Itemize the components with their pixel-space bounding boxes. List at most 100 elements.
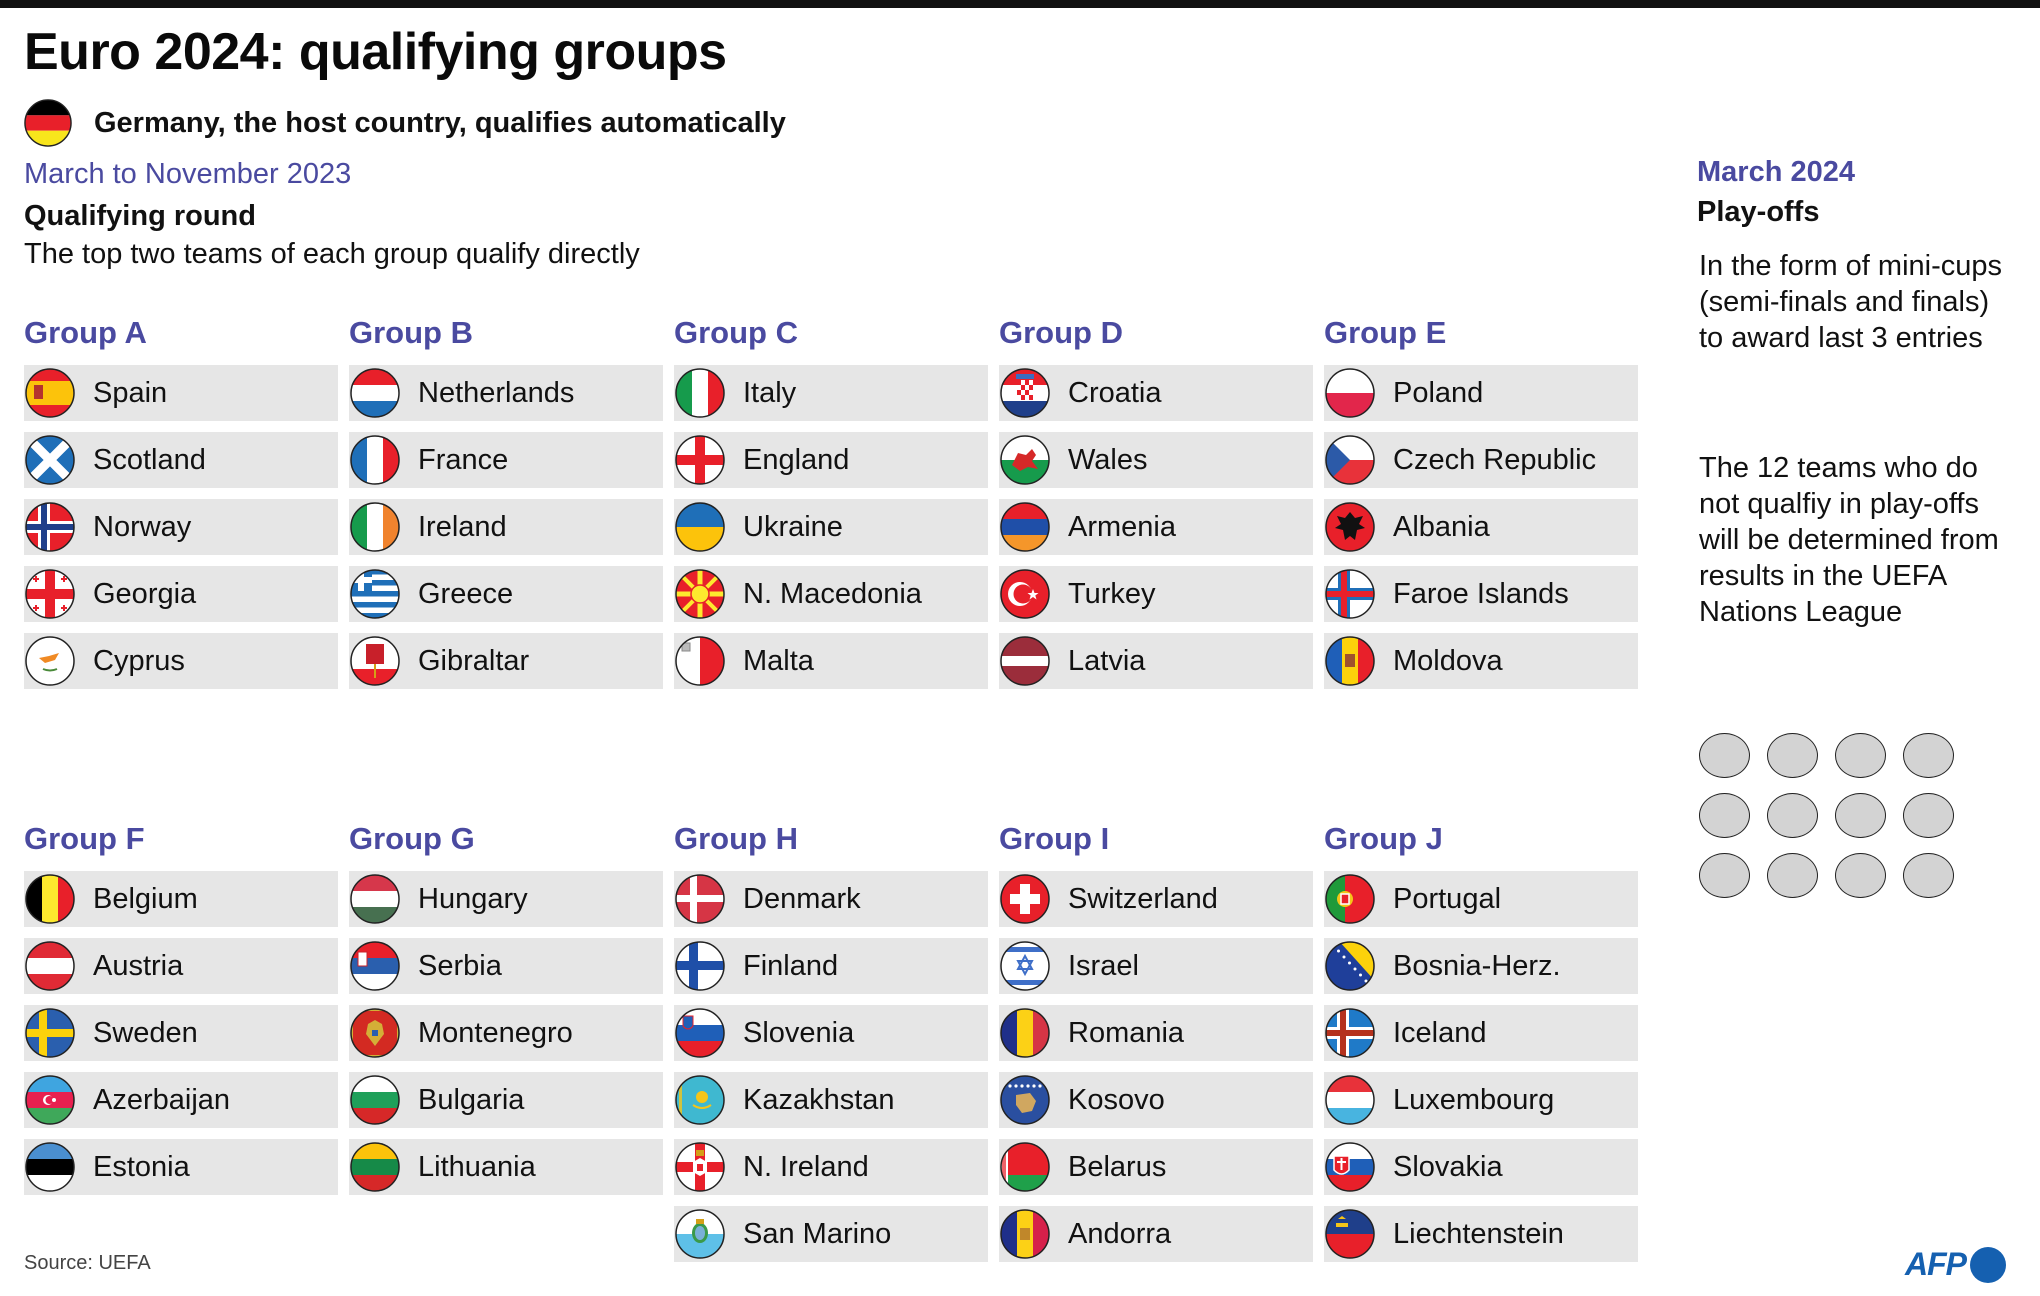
team-name: Poland — [1393, 376, 1484, 409]
team-row: Romania — [999, 1005, 1313, 1061]
team-row: Norway — [24, 499, 338, 555]
team-name: Kazakhstan — [743, 1083, 895, 1116]
group-a: Group A Spain Scotland Norway Georgia Cyprus — [24, 315, 338, 700]
croatia-flag-icon — [1000, 368, 1050, 418]
team-row: Hungary — [349, 871, 663, 927]
team-row: Kosovo — [999, 1072, 1313, 1128]
team-name: Croatia — [1068, 376, 1162, 409]
empty-slot-icon — [1903, 733, 1954, 778]
team-row: Bosnia-Herz. — [1324, 938, 1638, 994]
team-name: Bulgaria — [418, 1083, 525, 1116]
group-e: Group E Poland Czech Republic Albania Faroe … — [1324, 315, 1638, 700]
team-row: Liechtenstein — [1324, 1206, 1638, 1262]
playoffs-heading: Play-offs — [1697, 196, 1820, 228]
team-name: San Marino — [743, 1217, 892, 1250]
empty-slot-icon — [1835, 793, 1886, 838]
team-name: Liechtenstein — [1393, 1217, 1564, 1250]
qualifying-description: The top two teams of each group qualify … — [24, 238, 640, 270]
team-row: Iceland — [1324, 1005, 1638, 1061]
team-name: N. Macedonia — [743, 577, 922, 610]
team-name: Azerbaijan — [93, 1083, 231, 1116]
team-name: Sweden — [93, 1016, 198, 1049]
team-row: Czech Republic — [1324, 432, 1638, 488]
moldova-flag-icon — [1325, 636, 1375, 686]
team-name: Montenegro — [418, 1016, 573, 1049]
empty-slot-icon — [1699, 733, 1750, 778]
team-name: Switzerland — [1068, 882, 1218, 915]
team-name: Czech Republic — [1393, 443, 1597, 476]
andorra-flag-icon — [1000, 1209, 1050, 1259]
luxembourg-flag-icon — [1325, 1075, 1375, 1125]
team-row: England — [674, 432, 988, 488]
playoff-slots — [1699, 733, 1954, 898]
team-row: Malta — [674, 633, 988, 689]
estonia-flag-icon — [25, 1142, 75, 1192]
team-row: Cyprus — [24, 633, 338, 689]
team-row: San Marino — [674, 1206, 988, 1262]
host-note-text: Germany, the host country, qualifies aut… — [94, 106, 786, 139]
team-name: England — [743, 443, 850, 476]
slovenia-flag-icon — [675, 1008, 725, 1058]
afp-dot-icon — [1970, 1246, 2006, 1283]
scotland-flag-icon — [25, 435, 75, 485]
denmark-flag-icon — [675, 874, 725, 924]
cyprus-flag-icon — [25, 636, 75, 686]
team-row: Slovenia — [674, 1005, 988, 1061]
team-name: Wales — [1068, 443, 1148, 476]
group-title: Group D — [999, 315, 1123, 350]
empty-slot-icon — [1903, 793, 1954, 838]
team-row: Israel — [999, 938, 1313, 994]
team-name: Greece — [418, 577, 514, 610]
wales-flag-icon — [1000, 435, 1050, 485]
team-row: Scotland — [24, 432, 338, 488]
team-row: Finland — [674, 938, 988, 994]
host-note: Germany, the host country, qualifies aut… — [24, 98, 786, 148]
team-name: Romania — [1068, 1016, 1185, 1049]
group-g: Group G Hungary Serbia Montenegro Bulgaria Li… — [349, 821, 663, 1206]
team-row: Greece — [349, 566, 663, 622]
austria-flag-icon — [25, 941, 75, 991]
england-flag-icon — [675, 435, 725, 485]
georgia-flag-icon — [25, 569, 75, 619]
team-name: Belgium — [93, 882, 198, 915]
team-name: Austria — [93, 949, 184, 982]
team-row: Bulgaria — [349, 1072, 663, 1128]
team-row: Austria — [24, 938, 338, 994]
armenia-flag-icon — [1000, 502, 1050, 552]
team-name: Israel — [1068, 949, 1139, 982]
san-marino-flag-icon — [675, 1209, 725, 1259]
empty-slot-icon — [1767, 853, 1818, 898]
team-name: Ukraine — [743, 510, 843, 543]
team-row: Croatia — [999, 365, 1313, 421]
team-name: Andorra — [1068, 1217, 1172, 1250]
north-macedonia-flag-icon — [675, 569, 725, 619]
team-row: Portugal — [1324, 871, 1638, 927]
latvia-flag-icon — [1000, 636, 1050, 686]
empty-slot-icon — [1835, 853, 1886, 898]
spain-flag-icon — [25, 368, 75, 418]
team-row: Azerbaijan — [24, 1072, 338, 1128]
lithuania-flag-icon — [350, 1142, 400, 1192]
team-row: Sweden — [24, 1005, 338, 1061]
team-name: Albania — [1393, 510, 1490, 543]
azerbaijan-flag-icon — [25, 1075, 75, 1125]
team-name: Italy — [743, 376, 797, 409]
montenegro-flag-icon — [350, 1008, 400, 1058]
team-name: Moldova — [1393, 644, 1503, 677]
ireland-flag-icon — [350, 502, 400, 552]
team-row: Faroe Islands — [1324, 566, 1638, 622]
team-row: Lithuania — [349, 1139, 663, 1195]
group-title: Group C — [674, 315, 798, 350]
belgium-flag-icon — [25, 874, 75, 924]
team-name: Slovakia — [1393, 1150, 1503, 1183]
germany-flag-icon — [24, 99, 72, 147]
kazakhstan-flag-icon — [675, 1075, 725, 1125]
top-rule — [0, 0, 2040, 8]
team-row: Slovakia — [1324, 1139, 1638, 1195]
liechtenstein-flag-icon — [1325, 1209, 1375, 1259]
playoffs-description: In the form of mini-cups (semi-finals an… — [1699, 250, 2002, 354]
team-row: Estonia — [24, 1139, 338, 1195]
empty-slot-icon — [1767, 733, 1818, 778]
team-row: Spain — [24, 365, 338, 421]
ukraine-flag-icon — [675, 502, 725, 552]
